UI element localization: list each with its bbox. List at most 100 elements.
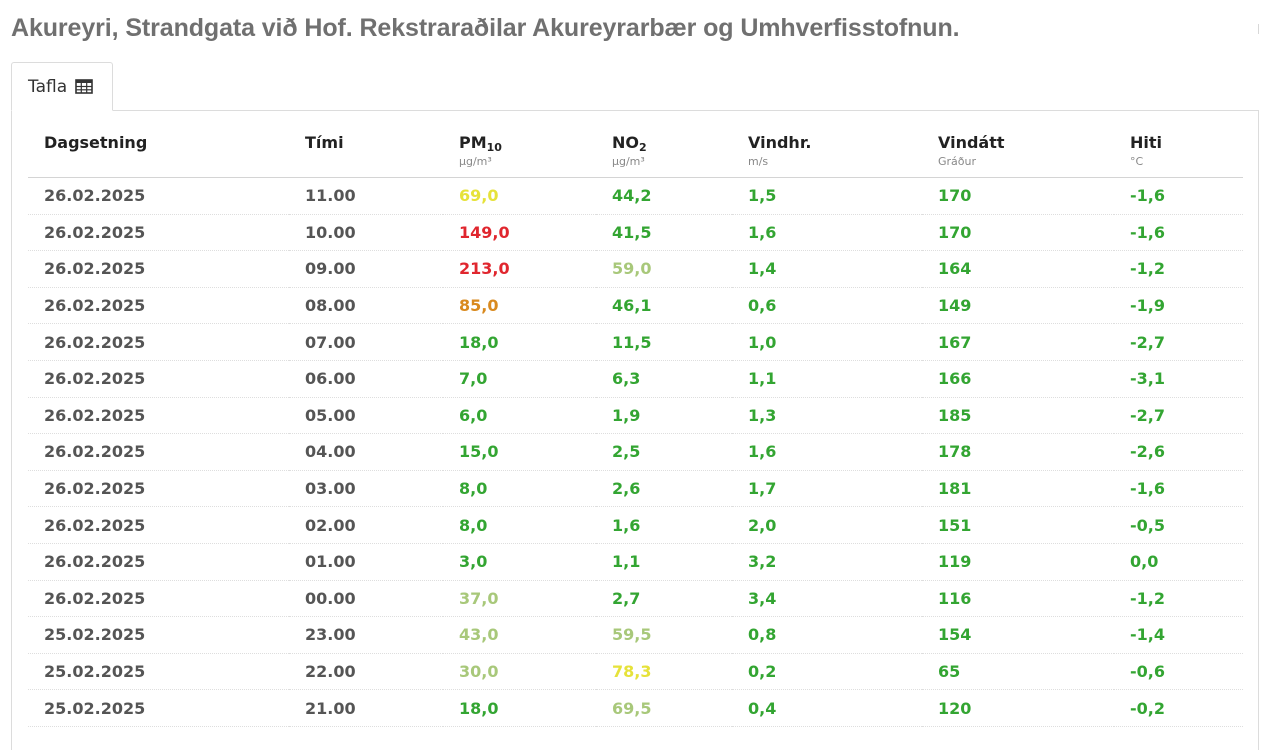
cell-wind-speed: 3,2: [732, 543, 922, 581]
cell-wind-speed: 1,0: [732, 323, 922, 361]
cell-wind-speed: 1,1: [732, 360, 922, 398]
column-header-pm10[interactable]: PM10 µg/m³: [443, 129, 596, 178]
cell-wind-speed: 1,5: [732, 177, 922, 215]
column-header-time[interactable]: Tími: [289, 129, 443, 178]
column-header-wind-speed[interactable]: Vindhr. m/s: [732, 129, 922, 178]
cell-temperature: -1,2: [1114, 580, 1243, 618]
table-row: 25.02.2025 22.00 30,0 78,3 0,2 65 -0,6: [28, 653, 1243, 691]
page-title: Akureyri, Strandgata við Hof. Rekstrarað…: [11, 14, 960, 42]
cell-wind-direction: 178: [922, 433, 1114, 471]
cell-temperature: -1,9: [1114, 287, 1243, 325]
cell-pm10: 3,0: [443, 543, 596, 581]
cell-time: 11.00: [289, 177, 443, 215]
cell-time: 02.00: [289, 506, 443, 544]
cell-time: 22.00: [289, 653, 443, 691]
cell-date: 26.02.2025: [28, 323, 289, 361]
cell-time: 07.00: [289, 323, 443, 361]
cell-wind-speed: 2,0: [732, 506, 922, 544]
cell-pm10: 7,0: [443, 360, 596, 398]
tab-table[interactable]: Tafla: [11, 62, 113, 111]
cell-pm10: 213,0: [443, 250, 596, 288]
cell-no2: 59,5: [596, 616, 732, 654]
cell-wind-direction: 149: [922, 287, 1114, 325]
table-row: 26.02.2025 06.00 7,0 6,3 1,1 166 -3,1: [28, 360, 1243, 398]
cell-time: 05.00: [289, 397, 443, 435]
cell-wind-direction: 119: [922, 543, 1114, 581]
table-row: 26.02.2025 05.00 6,0 1,9 1,3 185 -2,7: [28, 397, 1243, 435]
cell-temperature: -2,6: [1114, 433, 1243, 471]
cell-wind-speed: 1,6: [732, 433, 922, 471]
cell-no2: 69,5: [596, 689, 732, 727]
column-header-date[interactable]: Dagsetning: [28, 129, 289, 178]
column-header-wind-direction[interactable]: Vindátt Gráður: [922, 129, 1114, 178]
cell-wind-direction: 167: [922, 323, 1114, 361]
table-row: 26.02.2025 03.00 8,0 2,6 1,7 181 -1,6: [28, 470, 1243, 508]
cell-pm10: 43,0: [443, 616, 596, 654]
cell-date: 26.02.2025: [28, 214, 289, 252]
cell-temperature: -1,2: [1114, 250, 1243, 288]
cell-date: 25.02.2025: [28, 689, 289, 727]
cell-date: 26.02.2025: [28, 433, 289, 471]
cell-no2: 46,1: [596, 287, 732, 325]
cell-wind-direction: 170: [922, 214, 1114, 252]
cell-date: 26.02.2025: [28, 580, 289, 618]
table-row: 26.02.2025 04.00 15,0 2,5 1,6 178 -2,6: [28, 433, 1243, 471]
measurements-table: Dagsetning Tími PM10 µg/m³ NO2 µg/m³ Vin…: [28, 129, 1243, 727]
cell-pm10: 8,0: [443, 506, 596, 544]
cell-date: 26.02.2025: [28, 470, 289, 508]
cell-temperature: -3,1: [1114, 360, 1243, 398]
table-row: 25.02.2025 21.00 18,0 69,5 0,4 120 -0,2: [28, 689, 1243, 727]
table-row: 25.02.2025 23.00 43,0 59,5 0,8 154 -1,4: [28, 616, 1243, 654]
cell-temperature: -1,6: [1114, 177, 1243, 215]
cell-pm10: 6,0: [443, 397, 596, 435]
cell-wind-direction: 164: [922, 250, 1114, 288]
cell-date: 26.02.2025: [28, 287, 289, 325]
cell-wind-speed: 0,2: [732, 653, 922, 691]
cell-pm10: 8,0: [443, 470, 596, 508]
cell-date: 25.02.2025: [28, 653, 289, 691]
cell-time: 06.00: [289, 360, 443, 398]
cell-date: 26.02.2025: [28, 250, 289, 288]
cell-time: 23.00: [289, 616, 443, 654]
cell-no2: 59,0: [596, 250, 732, 288]
table-row: 26.02.2025 01.00 3,0 1,1 3,2 119 0,0: [28, 543, 1243, 581]
table-panel: Dagsetning Tími PM10 µg/m³ NO2 µg/m³ Vin…: [11, 110, 1259, 750]
cell-time: 00.00: [289, 580, 443, 618]
cell-no2: 1,6: [596, 506, 732, 544]
cell-temperature: -0,5: [1114, 506, 1243, 544]
cell-wind-speed: 1,4: [732, 250, 922, 288]
table-row: 26.02.2025 10.00 149,0 41,5 1,6 170 -1,6: [28, 214, 1243, 252]
cell-time: 01.00: [289, 543, 443, 581]
cell-no2: 2,7: [596, 580, 732, 618]
column-header-no2[interactable]: NO2 µg/m³: [596, 129, 732, 178]
cell-pm10: 149,0: [443, 214, 596, 252]
cell-pm10: 30,0: [443, 653, 596, 691]
cell-temperature: -1,6: [1114, 470, 1243, 508]
cell-date: 26.02.2025: [28, 177, 289, 215]
cell-temperature: -0,2: [1114, 689, 1243, 727]
tab-bar: Tafla: [11, 62, 1259, 111]
cell-no2: 2,6: [596, 470, 732, 508]
table-row: 26.02.2025 00.00 37,0 2,7 3,4 116 -1,2: [28, 580, 1243, 618]
tab-label: Tafla: [28, 76, 68, 97]
table-icon: [75, 79, 93, 94]
cell-temperature: -0,6: [1114, 653, 1243, 691]
cell-temperature: -1,6: [1114, 214, 1243, 252]
column-header-temperature[interactable]: Hiti °C: [1114, 129, 1243, 178]
cell-no2: 41,5: [596, 214, 732, 252]
cell-wind-direction: 185: [922, 397, 1114, 435]
cell-temperature: -1,4: [1114, 616, 1243, 654]
cell-pm10: 15,0: [443, 433, 596, 471]
cell-no2: 6,3: [596, 360, 732, 398]
cell-wind-direction: 170: [922, 177, 1114, 215]
cell-date: 26.02.2025: [28, 543, 289, 581]
cell-no2: 78,3: [596, 653, 732, 691]
table-row: 26.02.2025 08.00 85,0 46,1 0,6 149 -1,9: [28, 287, 1243, 325]
cell-wind-direction: 120: [922, 689, 1114, 727]
cell-wind-direction: 154: [922, 616, 1114, 654]
cell-temperature: -2,7: [1114, 323, 1243, 361]
cell-wind-speed: 0,6: [732, 287, 922, 325]
cell-wind-speed: 1,7: [732, 470, 922, 508]
cell-no2: 11,5: [596, 323, 732, 361]
cell-date: 26.02.2025: [28, 506, 289, 544]
